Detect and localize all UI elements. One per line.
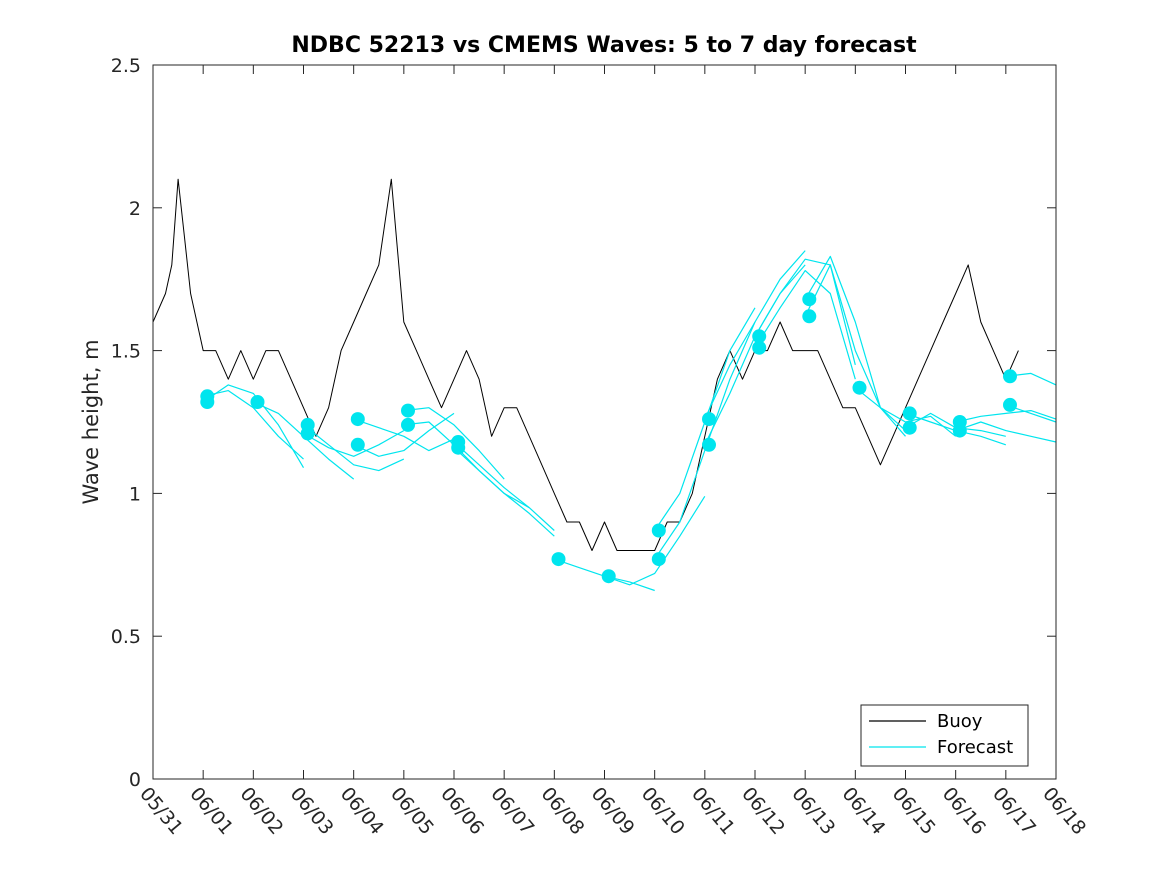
forecast-marker <box>551 552 566 567</box>
forecast-run-line <box>604 495 706 586</box>
forecast-marker <box>802 309 817 324</box>
forecast-marker <box>250 395 265 409</box>
forecast-run-line <box>754 270 856 380</box>
y-tick-label: 1 <box>129 483 141 505</box>
forecast-marker <box>1003 397 1017 412</box>
forecast-run-line <box>403 407 505 480</box>
forecast-run-line <box>704 250 806 420</box>
y-tick-label: 0 <box>129 769 141 791</box>
forecast-run-line <box>303 430 405 457</box>
legend: Buoy Forecast <box>860 704 1029 767</box>
forecast-marker <box>952 423 967 438</box>
forecast-marker <box>401 403 415 418</box>
y-axis-label: Wave height, m <box>79 339 103 504</box>
y-tick-label: 1.5 <box>111 341 141 363</box>
legend-label-forecast: Forecast <box>937 737 1013 758</box>
forecast-marker <box>752 329 767 344</box>
forecast-run-line <box>353 418 455 452</box>
legend-label-buoy: Buoy <box>937 711 983 732</box>
forecast-marker <box>802 292 817 307</box>
forecast-run-line <box>804 264 906 432</box>
y-tick-label: 2.5 <box>111 55 141 77</box>
forecast-marker <box>350 412 365 427</box>
forecast-run-line <box>453 447 555 537</box>
forecast-marker <box>902 406 917 421</box>
forecast-marker <box>601 569 616 584</box>
forecast-marker <box>451 440 466 455</box>
forecast-marker <box>651 523 666 538</box>
axis-ticks <box>152 64 1057 780</box>
forecast-run-line <box>955 410 1057 423</box>
forecast-run-line <box>754 258 856 366</box>
forecast-marker <box>300 426 315 441</box>
y-tick-label: 0.5 <box>111 626 141 648</box>
forecast-run-line <box>303 424 405 472</box>
forecast-marker <box>752 340 767 355</box>
forecast-marker <box>702 437 716 452</box>
legend-box <box>860 704 1029 767</box>
forecast-marker <box>350 437 365 452</box>
forecast-run-line <box>453 441 555 531</box>
forecast-run-line <box>353 412 455 457</box>
chart-title: NDBC 52213 vs CMEMS Waves: 5 to 7 day fo… <box>291 33 917 58</box>
forecast-marker <box>401 417 415 432</box>
y-tick-labels: 0 0.5 1 1.5 2 2.5 <box>111 55 141 791</box>
forecast-marker <box>852 380 867 395</box>
forecast-marker <box>651 552 666 567</box>
buoy-line <box>152 178 1019 551</box>
forecast-run-line <box>654 321 756 560</box>
buoy-series <box>152 178 1019 551</box>
forecast-marker <box>200 395 215 409</box>
forecast-marker <box>902 420 917 435</box>
forecast-run-line <box>804 255 906 437</box>
forecast-run-line <box>403 421 530 509</box>
forecast-marker <box>1003 369 1017 384</box>
y-tick-label: 2 <box>129 198 141 220</box>
forecast-marker <box>702 412 716 427</box>
forecast-run-line <box>955 421 1057 443</box>
forecast-series <box>202 250 1057 592</box>
forecast-run-line <box>854 387 957 437</box>
forecast-markers <box>200 292 1017 584</box>
forecast-run-line <box>202 384 305 469</box>
forecast-run-line <box>203 390 304 460</box>
